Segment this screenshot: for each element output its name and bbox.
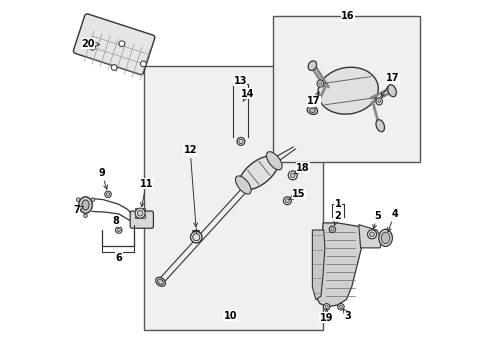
Text: 12: 12 (183, 145, 197, 227)
Ellipse shape (377, 100, 380, 103)
Ellipse shape (137, 210, 143, 216)
Ellipse shape (369, 232, 374, 237)
Ellipse shape (157, 279, 163, 284)
FancyBboxPatch shape (73, 14, 155, 75)
Text: 17: 17 (381, 73, 399, 97)
Text: 7: 7 (73, 205, 83, 215)
Text: 11: 11 (139, 179, 153, 207)
Ellipse shape (190, 231, 202, 243)
Ellipse shape (290, 173, 294, 178)
FancyBboxPatch shape (130, 211, 153, 228)
Ellipse shape (104, 191, 111, 198)
Ellipse shape (367, 230, 376, 239)
Ellipse shape (287, 171, 297, 180)
Ellipse shape (266, 152, 282, 170)
Text: 4: 4 (386, 209, 397, 232)
Ellipse shape (378, 229, 391, 247)
Ellipse shape (306, 106, 317, 114)
Ellipse shape (387, 85, 395, 97)
Ellipse shape (283, 197, 291, 204)
Ellipse shape (76, 198, 80, 202)
Circle shape (89, 45, 95, 50)
Ellipse shape (155, 277, 165, 286)
Bar (135, 208, 145, 218)
Bar (144, 66, 323, 330)
Ellipse shape (285, 199, 289, 203)
Text: 8: 8 (112, 216, 119, 228)
Ellipse shape (83, 214, 87, 217)
Circle shape (141, 61, 146, 67)
Text: 3: 3 (343, 309, 351, 321)
Text: 15: 15 (288, 189, 305, 200)
Ellipse shape (325, 305, 327, 309)
Polygon shape (358, 225, 381, 248)
Ellipse shape (238, 139, 243, 144)
Ellipse shape (192, 234, 200, 241)
Ellipse shape (339, 305, 342, 309)
Text: 10: 10 (223, 311, 237, 321)
Text: 19: 19 (319, 309, 333, 323)
Polygon shape (315, 223, 364, 307)
Ellipse shape (135, 208, 145, 218)
Text: 9: 9 (98, 168, 107, 189)
Ellipse shape (237, 138, 244, 145)
Ellipse shape (317, 67, 378, 114)
Circle shape (119, 41, 124, 46)
Ellipse shape (318, 82, 321, 85)
Ellipse shape (337, 303, 344, 310)
Ellipse shape (316, 80, 323, 87)
Polygon shape (312, 230, 324, 300)
Text: 5: 5 (372, 211, 380, 229)
Ellipse shape (235, 176, 251, 194)
Text: 6: 6 (115, 253, 122, 263)
Text: 20: 20 (81, 39, 100, 49)
Text: 13: 13 (233, 76, 246, 86)
Text: 16: 16 (341, 12, 354, 21)
Text: 18: 18 (294, 163, 309, 174)
Ellipse shape (328, 226, 335, 233)
Ellipse shape (375, 98, 382, 105)
Ellipse shape (309, 108, 314, 113)
Text: 2: 2 (333, 211, 341, 225)
Ellipse shape (239, 156, 278, 190)
Text: 17: 17 (307, 92, 320, 107)
Ellipse shape (307, 61, 316, 71)
Ellipse shape (82, 200, 89, 210)
Ellipse shape (323, 303, 329, 310)
Circle shape (111, 65, 117, 70)
Ellipse shape (106, 193, 109, 196)
Bar (272, 16, 419, 162)
Text: 1: 1 (334, 199, 341, 209)
Ellipse shape (330, 228, 333, 231)
Ellipse shape (115, 227, 122, 233)
Ellipse shape (381, 232, 389, 244)
Ellipse shape (79, 197, 92, 213)
Ellipse shape (117, 228, 120, 231)
Text: 14: 14 (240, 89, 254, 102)
Ellipse shape (375, 120, 384, 132)
Ellipse shape (91, 198, 95, 202)
